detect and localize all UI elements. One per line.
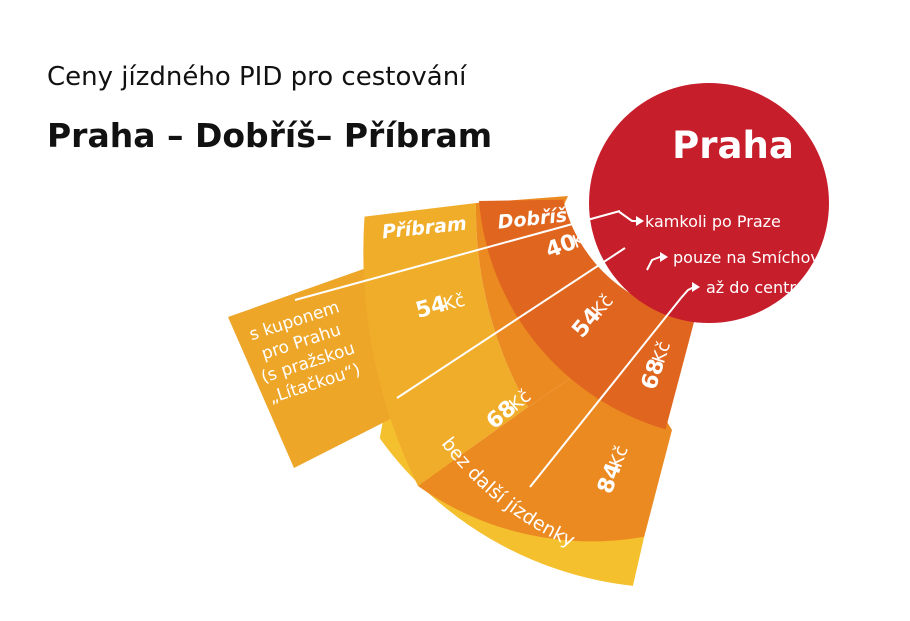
title-line-1: Ceny jízdného PID pro cestování — [47, 62, 467, 92]
praha-circle — [589, 83, 829, 323]
route-smichov: pouze na Smíchov — [673, 248, 820, 267]
city-name: Praha — [672, 124, 794, 167]
arrowhead-kamkoli — [636, 216, 644, 226]
leader-line-centrum — [529, 297, 682, 488]
kupon-panel — [228, 266, 408, 468]
route-kamkoli: kamkoli po Praze — [645, 212, 781, 231]
ring-dark — [479, 199, 696, 430]
leader-line-smichov — [396, 247, 626, 399]
ring-light — [363, 203, 528, 486]
leader-line-kamkoli — [294, 210, 621, 301]
title-line-2: Praha – Dobříš– Příbram — [47, 116, 493, 155]
arrowhead-smichov — [660, 252, 668, 262]
route-centrum: až do centra — [706, 278, 806, 297]
arrowhead-centrum — [692, 282, 700, 292]
